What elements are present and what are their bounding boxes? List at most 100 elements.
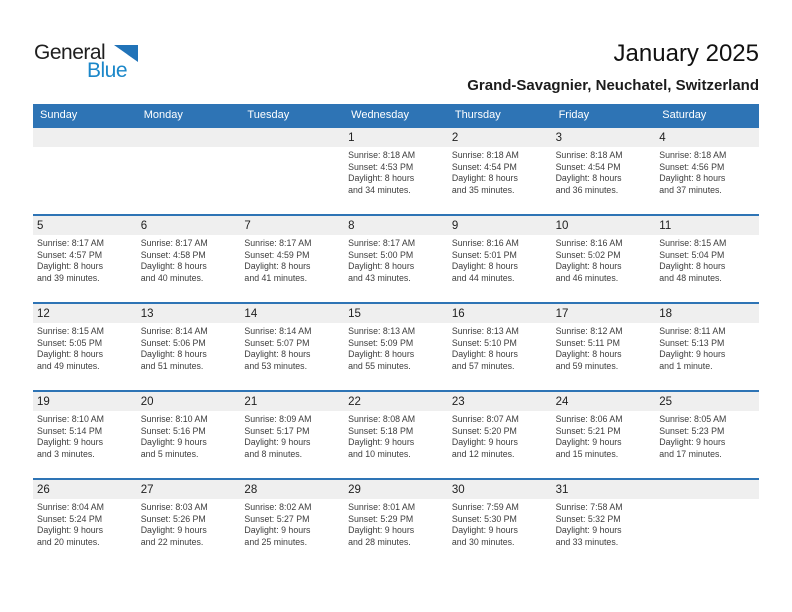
day-cell: 13 Sunrise: 8:14 AM Sunset: 5:06 PM Dayl… bbox=[136, 304, 241, 390]
day-number-band: 30 bbox=[447, 480, 552, 499]
sunrise-text: Sunrise: 8:11 AM bbox=[659, 326, 726, 336]
daylight-text-line2: and 40 minutes. bbox=[140, 272, 204, 283]
day-cell: 11 Sunrise: 8:15 AM Sunset: 5:04 PM Dayl… bbox=[655, 216, 759, 302]
sunrise-text: Sunrise: 8:14 AM bbox=[140, 326, 208, 336]
sunrise-text: Sunrise: 7:58 AM bbox=[555, 502, 623, 512]
daylight-text-line2: and 33 minutes. bbox=[555, 536, 619, 547]
daylight-text-line2: and 49 minutes. bbox=[37, 360, 100, 371]
daylight-text-line1: Daylight: 8 hours bbox=[659, 261, 726, 272]
week-row: 1 Sunrise: 8:18 AM Sunset: 4:53 PM Dayli… bbox=[33, 126, 759, 214]
daylight-text-line2: and 34 minutes. bbox=[348, 184, 411, 195]
day-details: Sunrise: 8:02 AM Sunset: 5:27 PM Dayligh… bbox=[240, 499, 344, 548]
daylight-text-line1: Daylight: 8 hours bbox=[348, 173, 415, 184]
title-block: January 2025 Grand-Savagnier, Neuchatel,… bbox=[467, 40, 759, 94]
sunrise-text: Sunrise: 8:12 AM bbox=[555, 326, 623, 336]
logo-text-general: General bbox=[34, 41, 106, 64]
daylight-text-line1: Daylight: 9 hours bbox=[244, 437, 311, 448]
weekday-header: Friday bbox=[558, 109, 590, 121]
sunset-text: Sunset: 5:13 PM bbox=[659, 337, 725, 348]
daylight-text-line2: and 1 minute. bbox=[659, 360, 713, 371]
day-details: Sunrise: 8:03 AM Sunset: 5:26 PM Dayligh… bbox=[137, 499, 241, 548]
sunset-text: Sunset: 5:02 PM bbox=[555, 249, 621, 260]
day-number-band: 29 bbox=[344, 480, 448, 499]
daylight-text-line2: and 46 minutes. bbox=[555, 272, 619, 283]
day-number-band: 10 bbox=[551, 216, 656, 235]
weekday-header: Wednesday bbox=[351, 109, 410, 121]
sunrise-text: Sunrise: 8:15 AM bbox=[37, 326, 104, 336]
day-cell bbox=[240, 128, 345, 214]
calendar: Sunday Monday Tuesday Wednesday Thursday Frid… bbox=[33, 104, 759, 566]
sunset-text: Sunset: 4:58 PM bbox=[140, 249, 206, 260]
day-details: Sunrise: 8:04 AM Sunset: 5:24 PM Dayligh… bbox=[33, 499, 137, 548]
daylight-text-line1: Daylight: 9 hours bbox=[244, 525, 311, 536]
daylight-text-line1: Daylight: 8 hours bbox=[451, 261, 518, 272]
calendar-weeks: 1 Sunrise: 8:18 AM Sunset: 4:53 PM Dayli… bbox=[33, 126, 759, 566]
sunrise-text: Sunrise: 8:17 AM bbox=[348, 238, 416, 248]
day-cell: 28 Sunrise: 8:02 AM Sunset: 5:27 PM Dayl… bbox=[240, 480, 345, 566]
day-cell: 23 Sunrise: 8:07 AM Sunset: 5:20 PM Dayl… bbox=[447, 392, 552, 478]
day-number-band: 27 bbox=[136, 480, 241, 499]
page-subtitle: Grand-Savagnier, Neuchatel, Switzerland bbox=[467, 77, 759, 94]
day-cell: 30 Sunrise: 7:59 AM Sunset: 5:30 PM Dayl… bbox=[447, 480, 552, 566]
sunset-text: Sunset: 5:32 PM bbox=[555, 513, 621, 524]
day-details: Sunrise: 8:07 AM Sunset: 5:20 PM Dayligh… bbox=[448, 411, 552, 460]
day-details: Sunrise: 8:05 AM Sunset: 5:23 PM Dayligh… bbox=[655, 411, 759, 460]
daylight-text-line2: and 10 minutes. bbox=[348, 448, 411, 459]
sunset-text: Sunset: 5:04 PM bbox=[659, 249, 725, 260]
daylight-text-line1: Daylight: 8 hours bbox=[348, 261, 415, 272]
day-number-band: 25 bbox=[655, 392, 759, 411]
day-cell: 5 Sunrise: 8:17 AM Sunset: 4:57 PM Dayli… bbox=[33, 216, 137, 302]
sunrise-text: Sunrise: 8:09 AM bbox=[244, 414, 312, 424]
day-number: 18 bbox=[659, 308, 673, 320]
day-details: Sunrise: 8:16 AM Sunset: 5:01 PM Dayligh… bbox=[448, 235, 552, 284]
day-details: Sunrise: 8:18 AM Sunset: 4:54 PM Dayligh… bbox=[552, 147, 656, 196]
day-details: Sunrise: 8:06 AM Sunset: 5:21 PM Dayligh… bbox=[552, 411, 656, 460]
daylight-text-line2: and 53 minutes. bbox=[244, 360, 308, 371]
sunset-text: Sunset: 5:26 PM bbox=[140, 513, 206, 524]
day-number-band: 3 bbox=[551, 128, 656, 147]
day-number: 10 bbox=[555, 220, 569, 232]
sunset-text: Sunset: 5:11 PM bbox=[555, 337, 620, 348]
daylight-text-line2: and 5 minutes. bbox=[140, 448, 199, 459]
day-details: Sunrise: 8:13 AM Sunset: 5:09 PM Dayligh… bbox=[344, 323, 448, 372]
day-details: Sunrise: 8:17 AM Sunset: 5:00 PM Dayligh… bbox=[344, 235, 448, 284]
day-details: Sunrise: 8:10 AM Sunset: 5:14 PM Dayligh… bbox=[33, 411, 137, 460]
day-number-band: 1 bbox=[344, 128, 448, 147]
sunrise-text: Sunrise: 8:13 AM bbox=[348, 326, 416, 336]
sunset-text: Sunset: 4:59 PM bbox=[244, 249, 310, 260]
day-number: 29 bbox=[348, 484, 361, 496]
day-number: 15 bbox=[348, 308, 361, 320]
day-cell: 2 Sunrise: 8:18 AM Sunset: 4:54 PM Dayli… bbox=[447, 128, 552, 214]
day-details: Sunrise: 8:12 AM Sunset: 5:11 PM Dayligh… bbox=[552, 323, 656, 372]
daylight-text-line2: and 57 minutes. bbox=[451, 360, 515, 371]
sunrise-text: Sunrise: 8:18 AM bbox=[348, 150, 416, 160]
weekday-header: Saturday bbox=[662, 109, 707, 121]
daylight-text-line1: Daylight: 8 hours bbox=[140, 261, 207, 272]
day-details: Sunrise: 8:15 AM Sunset: 5:04 PM Dayligh… bbox=[655, 235, 759, 284]
day-number-band: 22 bbox=[344, 392, 448, 411]
daylight-text-line1: Daylight: 9 hours bbox=[451, 437, 518, 448]
day-cell: 27 Sunrise: 8:03 AM Sunset: 5:26 PM Dayl… bbox=[136, 480, 241, 566]
week-row: 5 Sunrise: 8:17 AM Sunset: 4:57 PM Dayli… bbox=[33, 214, 759, 302]
day-cell: 20 Sunrise: 8:10 AM Sunset: 5:16 PM Dayl… bbox=[136, 392, 241, 478]
day-number: 28 bbox=[244, 484, 258, 496]
daylight-text-line1: Daylight: 8 hours bbox=[451, 349, 518, 360]
sunrise-text: Sunrise: 8:16 AM bbox=[451, 238, 519, 248]
day-details: Sunrise: 8:16 AM Sunset: 5:02 PM Dayligh… bbox=[552, 235, 656, 284]
daylight-text-line2: and 15 minutes. bbox=[555, 448, 619, 459]
day-cell: 16 Sunrise: 8:13 AM Sunset: 5:10 PM Dayl… bbox=[447, 304, 552, 390]
day-number-band: 8 bbox=[344, 216, 448, 235]
day-cell: 21 Sunrise: 8:09 AM Sunset: 5:17 PM Dayl… bbox=[240, 392, 345, 478]
day-details: Sunrise: 8:17 AM Sunset: 4:58 PM Dayligh… bbox=[137, 235, 241, 284]
day-number-band: 17 bbox=[551, 304, 656, 323]
sunset-text: Sunset: 4:53 PM bbox=[348, 161, 414, 172]
day-cell: 19 Sunrise: 8:10 AM Sunset: 5:14 PM Dayl… bbox=[33, 392, 137, 478]
daylight-text-line1: Daylight: 8 hours bbox=[37, 349, 104, 360]
day-number: 2 bbox=[451, 132, 459, 144]
day-number-band: 28 bbox=[240, 480, 345, 499]
daylight-text-line1: Daylight: 9 hours bbox=[140, 437, 207, 448]
day-details: Sunrise: 8:13 AM Sunset: 5:10 PM Dayligh… bbox=[448, 323, 552, 372]
sunset-text: Sunset: 5:14 PM bbox=[37, 425, 103, 436]
day-number: 6 bbox=[140, 220, 148, 232]
general-blue-logo: General Blue bbox=[34, 42, 174, 81]
